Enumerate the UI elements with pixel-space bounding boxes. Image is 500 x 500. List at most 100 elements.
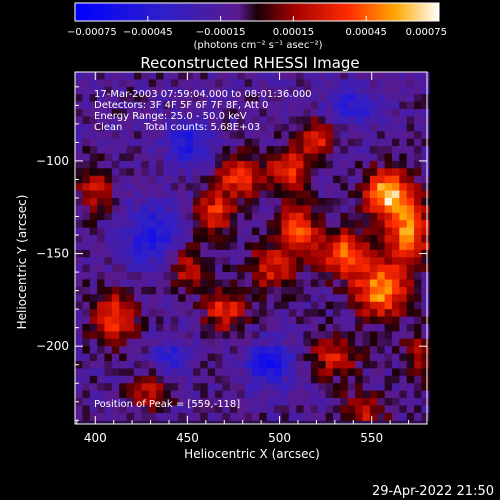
heatmap-cell — [126, 390, 135, 399]
heatmap-cell — [355, 227, 364, 236]
heatmap-cell — [259, 257, 268, 266]
heatmap-cell — [97, 153, 106, 162]
heatmap-cell — [119, 242, 128, 251]
heatmap-cell — [148, 220, 157, 229]
heatmap-cell — [259, 398, 268, 407]
heatmap-cell — [200, 249, 209, 258]
heatmap-cell — [325, 353, 334, 362]
heatmap-cell — [82, 405, 91, 414]
heatmap-cell — [133, 346, 142, 355]
heatmap-cell — [406, 235, 415, 244]
heatmap-cell — [288, 242, 297, 251]
heatmap-cell — [82, 123, 91, 132]
heatmap-cell — [259, 175, 268, 184]
heatmap-cell — [274, 316, 283, 325]
heatmap-cell — [369, 72, 378, 81]
heatmap-cell — [303, 316, 312, 325]
heatmap-cell — [347, 183, 356, 192]
heatmap-cell — [421, 220, 430, 229]
heatmap-cell — [215, 264, 224, 273]
heatmap-cell — [170, 79, 179, 88]
heatmap-cell — [178, 412, 187, 421]
heatmap-cell — [75, 264, 83, 273]
heatmap-cell — [281, 212, 290, 221]
heatmap-cell — [97, 212, 106, 221]
heatmap-cell — [200, 331, 209, 340]
heatmap-cell — [111, 412, 120, 421]
heatmap-cell — [111, 242, 120, 251]
heatmap-cell — [215, 131, 224, 140]
heatmap-cell — [340, 94, 349, 103]
heatmap-cell — [303, 331, 312, 340]
heatmap-cell — [119, 183, 128, 192]
heatmap-cell — [340, 331, 349, 340]
heatmap-cell — [406, 331, 415, 340]
heatmap-cell — [288, 205, 297, 214]
heatmap-cell — [141, 286, 150, 295]
heatmap-cell — [89, 279, 98, 288]
heatmap-cell — [82, 227, 91, 236]
heatmap-cell — [325, 242, 334, 251]
heatmap-cell — [156, 190, 165, 199]
heatmap-cell — [200, 160, 209, 169]
heatmap-cell — [200, 212, 209, 221]
heatmap-cell — [266, 205, 275, 214]
heatmap-cell — [274, 368, 283, 377]
heatmap-cell — [281, 109, 290, 118]
heatmap-cell — [170, 109, 179, 118]
heatmap-cell — [399, 86, 408, 95]
heatmap-cell — [362, 346, 371, 355]
heatmap-cell — [82, 331, 91, 340]
heatmap-cell — [111, 294, 120, 303]
heatmap-cell — [170, 331, 179, 340]
heatmap-cell — [288, 375, 297, 384]
heatmap-cell — [237, 257, 246, 266]
heatmap-cell — [406, 398, 415, 407]
heatmap-cell — [384, 138, 393, 147]
heatmap-cell — [156, 138, 165, 147]
heatmap-cell — [156, 286, 165, 295]
heatmap-cell — [229, 375, 238, 384]
heatmap-cell — [119, 168, 128, 177]
heatmap-cell — [111, 116, 120, 125]
heatmap-cell — [244, 323, 253, 332]
heatmap-cell — [111, 101, 120, 110]
heatmap-cell — [141, 405, 150, 414]
heatmap-cell — [215, 197, 224, 206]
heatmap-cell — [310, 205, 319, 214]
heatmap-cell — [215, 368, 224, 377]
heatmap-cell — [244, 353, 253, 362]
heatmap-cell — [377, 175, 386, 184]
heatmap-cell — [133, 153, 142, 162]
heatmap-cell — [229, 242, 238, 251]
heatmap-cell — [229, 279, 238, 288]
heatmap-cell — [215, 331, 224, 340]
heatmap-cell — [281, 353, 290, 362]
heatmap-cell — [156, 294, 165, 303]
heatmap-cell — [75, 227, 83, 236]
heatmap-cell — [215, 286, 224, 295]
heatmap-cell — [333, 101, 341, 110]
heatmap-cell — [251, 205, 260, 214]
heatmap-cell — [333, 383, 341, 392]
heatmap-cell — [141, 264, 150, 273]
heatmap-cell — [156, 323, 165, 332]
heatmap-cell — [384, 323, 393, 332]
heatmap-cell — [133, 79, 142, 88]
heatmap-cell — [406, 346, 415, 355]
heatmap-cell — [156, 175, 165, 184]
heatmap-cell — [170, 309, 179, 318]
heatmap-cell — [229, 101, 238, 110]
heatmap-cell — [333, 227, 341, 236]
heatmap-cell — [119, 205, 128, 214]
heatmap-cell — [384, 398, 393, 407]
heatmap-cell — [163, 86, 172, 95]
heatmap-cell — [244, 116, 253, 125]
heatmap-cell — [296, 109, 305, 118]
heatmap-cell — [333, 235, 341, 244]
detectors-annotation: Detectors: 3F 4F 5F 6F 7F 8F, Att 0 — [94, 100, 268, 111]
heatmap-cell — [178, 331, 187, 340]
heatmap-cell — [303, 153, 312, 162]
heatmap-cell — [303, 353, 312, 362]
heatmap-cell — [170, 279, 179, 288]
